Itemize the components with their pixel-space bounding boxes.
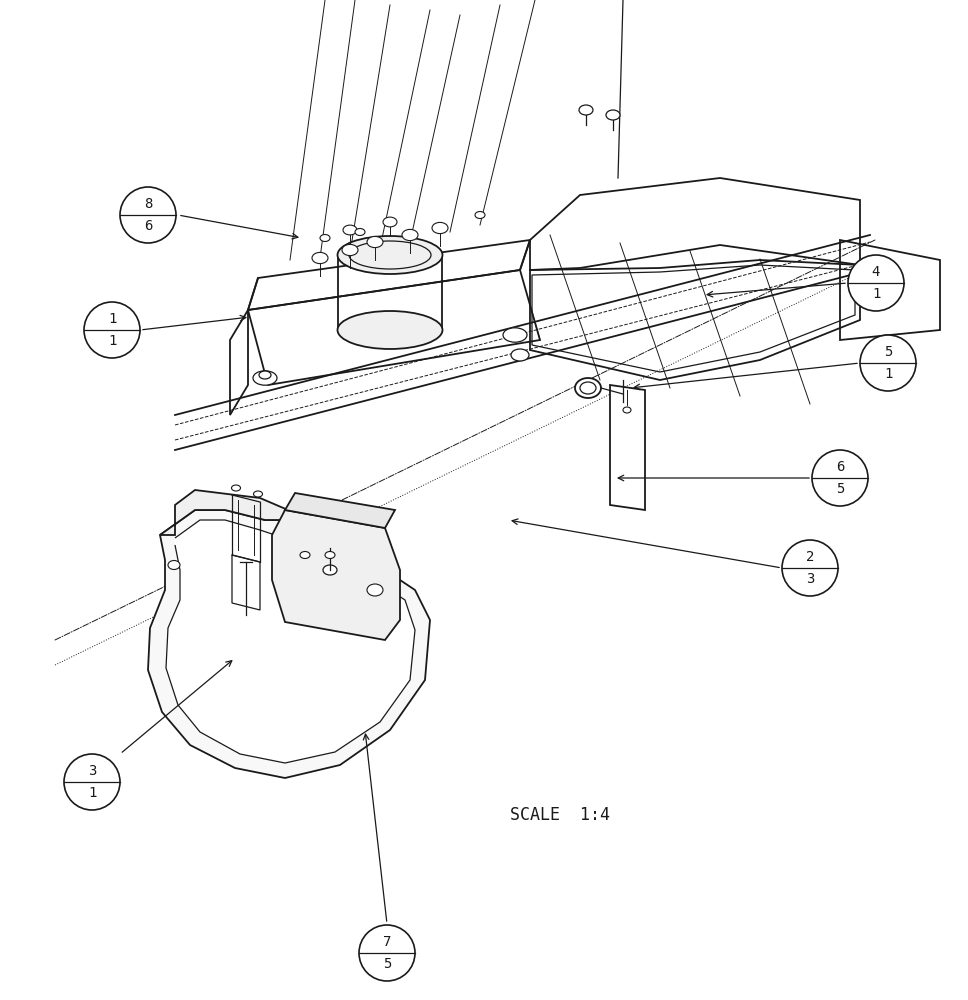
Text: 1: 1 [88,786,96,800]
Text: 1: 1 [107,334,116,348]
Ellipse shape [355,229,365,235]
Text: 1: 1 [872,287,880,301]
Ellipse shape [623,407,631,413]
Polygon shape [160,490,288,535]
Text: SCALE  1:4: SCALE 1:4 [510,806,610,824]
Ellipse shape [343,225,357,235]
Text: 6: 6 [835,460,844,474]
Ellipse shape [338,311,442,349]
Ellipse shape [325,552,335,558]
Ellipse shape [253,371,277,385]
Ellipse shape [367,584,383,596]
Ellipse shape [575,378,601,398]
Ellipse shape [579,105,593,115]
Ellipse shape [349,241,431,269]
Ellipse shape [606,110,620,120]
Text: 4: 4 [872,265,880,279]
Circle shape [359,925,415,981]
Ellipse shape [432,222,448,234]
Polygon shape [610,385,645,510]
Circle shape [812,450,868,506]
Ellipse shape [338,236,442,274]
Circle shape [860,335,916,391]
Polygon shape [166,520,415,763]
Text: 5: 5 [835,482,844,496]
Text: 8: 8 [144,197,152,211]
Text: 5: 5 [884,345,892,359]
Ellipse shape [168,560,180,570]
Ellipse shape [300,552,310,558]
Text: 3: 3 [88,764,96,778]
Circle shape [782,540,838,596]
Circle shape [84,302,140,358]
Text: 2: 2 [805,550,814,564]
Text: 1: 1 [884,367,892,381]
Circle shape [64,754,120,810]
Ellipse shape [323,565,337,575]
Text: 1: 1 [107,312,116,326]
Text: 6: 6 [144,219,152,233]
Ellipse shape [503,328,527,342]
Ellipse shape [259,371,271,379]
Ellipse shape [367,236,383,248]
Text: 3: 3 [805,572,814,586]
Circle shape [848,255,904,311]
Circle shape [120,187,176,243]
Ellipse shape [342,244,358,256]
Ellipse shape [312,252,328,264]
Ellipse shape [475,212,485,219]
Ellipse shape [580,382,596,394]
Ellipse shape [402,229,418,241]
Text: 7: 7 [382,935,391,949]
Text: 5: 5 [382,957,391,971]
Polygon shape [285,493,395,528]
Ellipse shape [511,349,529,361]
Ellipse shape [320,234,330,241]
Ellipse shape [383,217,397,227]
Ellipse shape [254,491,262,497]
Polygon shape [272,510,400,640]
Polygon shape [148,510,430,778]
Ellipse shape [231,485,240,491]
